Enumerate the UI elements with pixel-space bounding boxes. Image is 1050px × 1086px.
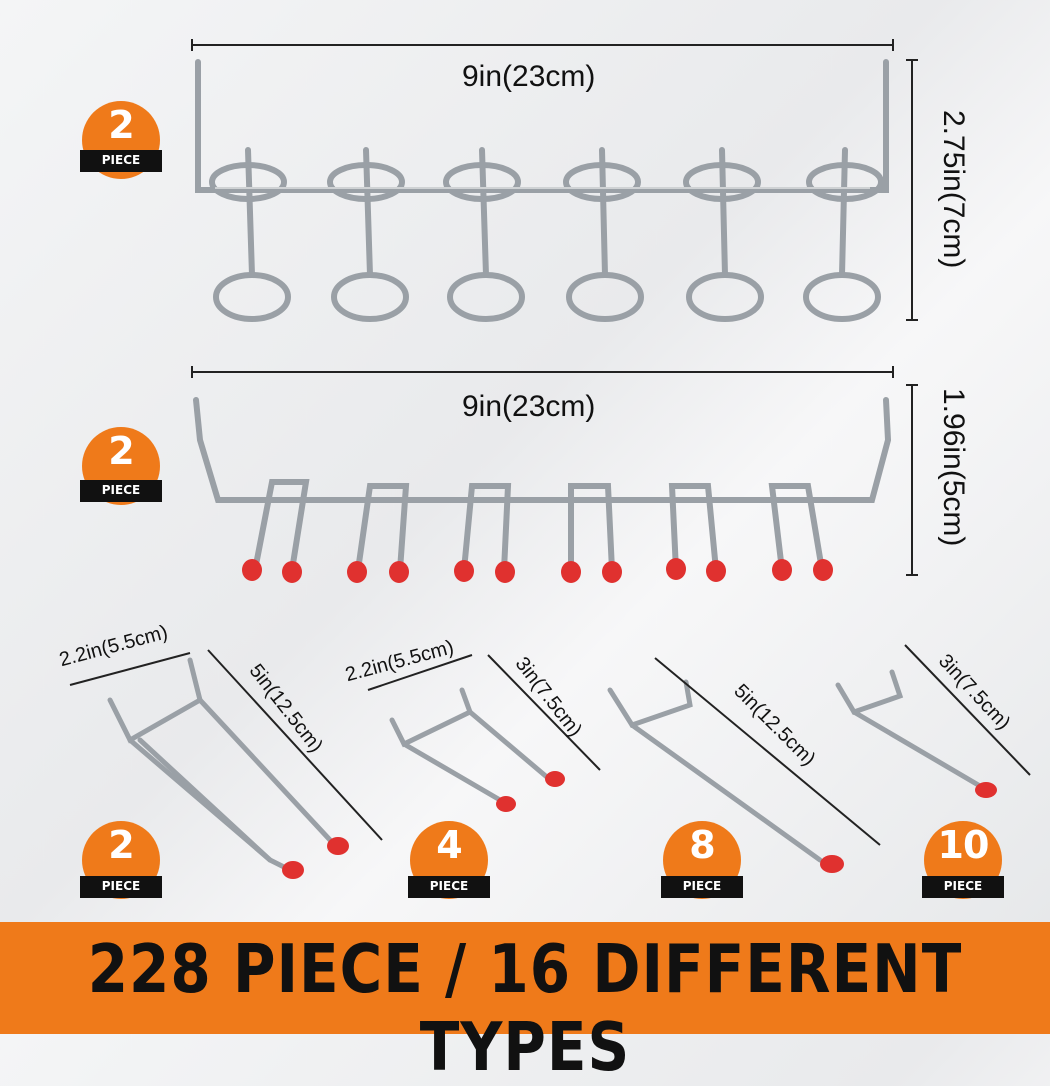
- quantity-badge-6: 10 PIECE: [923, 821, 1003, 901]
- summary-banner: 228 PIECE / 16 DIFFERENT TYPES: [0, 922, 1050, 1086]
- quantity-label: PIECE: [101, 153, 141, 167]
- quantity-badge-5: 8 PIECE: [662, 821, 742, 901]
- dimension-lines-5: [654, 657, 881, 846]
- quantity-label: PIECE: [101, 483, 141, 497]
- quantity-number: 2: [108, 823, 134, 867]
- single-hook-5in: [607, 679, 823, 863]
- width-label-1: 9in(23cm): [462, 60, 596, 93]
- badge-shape-1: [80, 101, 162, 179]
- red-tip-6: [975, 782, 997, 798]
- badge-shape-6: [922, 821, 1004, 899]
- quantity-badge-3: 2 PIECE: [81, 821, 161, 901]
- u-hook-rack: [193, 397, 892, 573]
- quantity-label: PIECE: [682, 879, 722, 893]
- quantity-number: 2: [108, 103, 134, 147]
- single-hook-3in: [835, 669, 983, 789]
- dimension-lines-4: [367, 654, 601, 771]
- lower-rings: [213, 272, 881, 322]
- hooks-illustration: [69, 39, 1031, 899]
- quantity-number: 8: [689, 823, 715, 867]
- red-tips-2: [242, 558, 833, 583]
- quantity-number: 2: [108, 429, 134, 473]
- height-label-1: 2.75in(7cm): [937, 110, 970, 269]
- quantity-badge-1: 2 PIECE: [81, 101, 161, 181]
- badge-shape-4: [408, 821, 490, 899]
- ring-stems: [245, 147, 848, 278]
- quantity-number: 4: [436, 823, 462, 867]
- quantity-badge-2: 2 PIECE: [81, 427, 161, 507]
- quantity-label: PIECE: [429, 879, 469, 893]
- width-label-2: 9in(23cm): [462, 390, 596, 423]
- banner-text: 228 PIECE / 16 DIFFERENT TYPES: [87, 929, 963, 1086]
- red-tip-5: [820, 855, 844, 873]
- dimension-lines-6: [904, 644, 1031, 776]
- dimension-lines-3: [69, 649, 383, 841]
- red-tips-4: [496, 771, 565, 812]
- double-hook-3in: [389, 687, 551, 803]
- dimension-lines-1: [191, 39, 918, 321]
- upper-rings: [209, 162, 884, 202]
- height-label-2: 1.96in(5cm): [937, 388, 970, 547]
- product-infographic: 2 PIECE 2 PIECE 2 PIECE 4 PIECE 8 PIECE …: [0, 39, 1050, 1086]
- quantity-badge-4: 4 PIECE: [409, 821, 489, 901]
- quantity-number: 10: [937, 823, 990, 867]
- quantity-label: PIECE: [101, 879, 141, 893]
- badge-shape-3: [80, 821, 162, 899]
- dimension-lines-2: [191, 366, 918, 576]
- badge-shape-5: [661, 821, 743, 899]
- badge-shapes: [80, 101, 1004, 899]
- red-tips-3: [282, 837, 349, 879]
- ring-holder-rack: [195, 59, 889, 322]
- badge-shape-2: [80, 427, 162, 505]
- quantity-label: PIECE: [943, 879, 983, 893]
- u-hooks: [252, 479, 825, 573]
